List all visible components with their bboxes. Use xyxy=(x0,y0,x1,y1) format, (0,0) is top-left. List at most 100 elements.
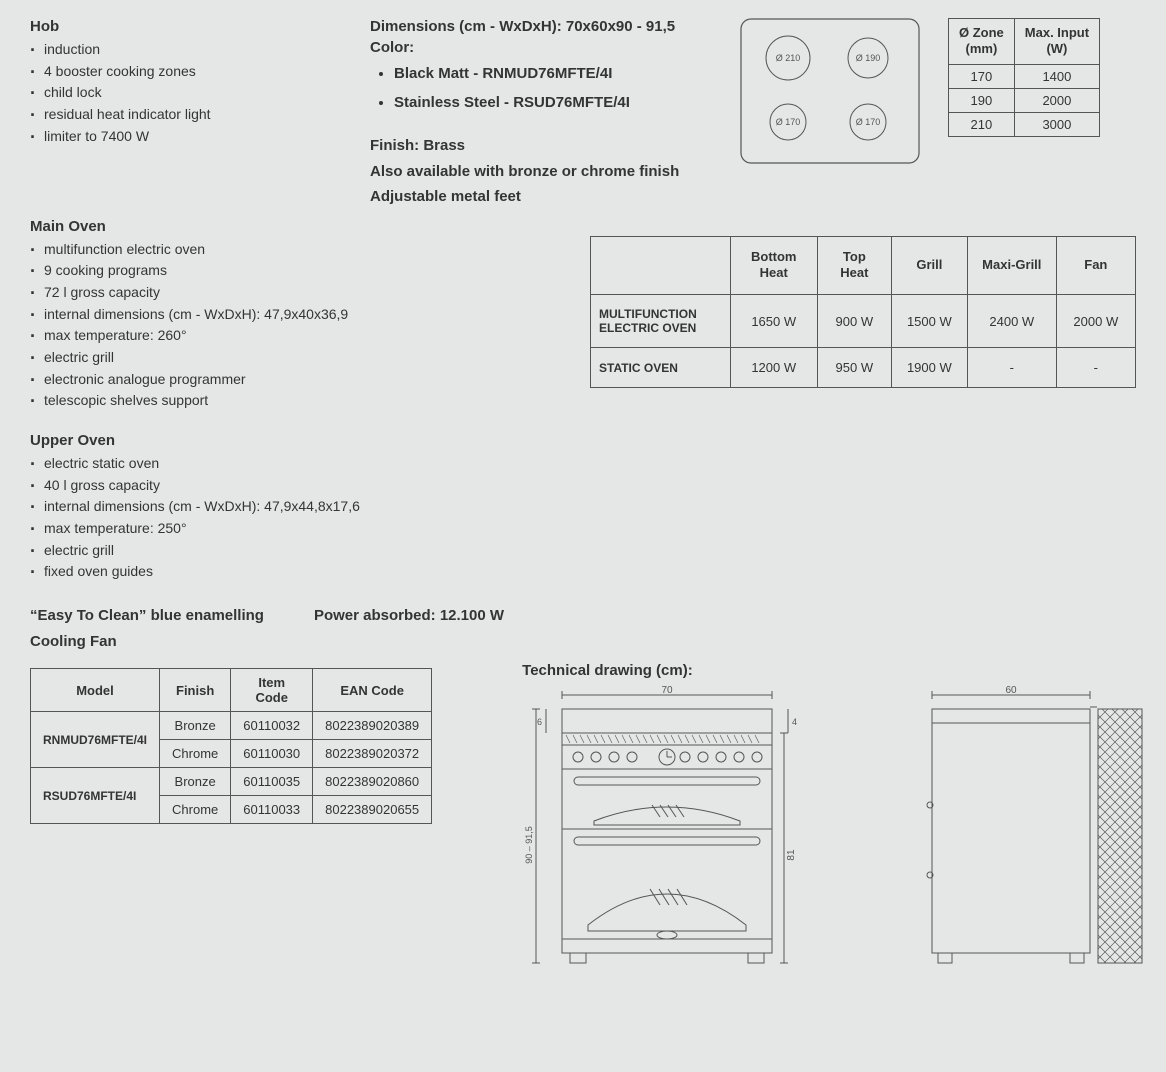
table-cell: 60110033 xyxy=(231,796,313,824)
list-item: electric grill xyxy=(30,347,370,369)
model-cell: RNMUD76MFTE/4I xyxy=(31,712,160,768)
table-cell: 8022389020372 xyxy=(313,740,432,768)
list-item: max temperature: 250° xyxy=(30,518,1136,540)
also-available-line: Also available with bronze or chrome fin… xyxy=(370,159,740,185)
list-item: induction xyxy=(30,39,370,61)
svg-text:Ø 210: Ø 210 xyxy=(776,53,801,63)
list-item: electric static oven xyxy=(30,453,1136,475)
table-cell: 8022389020389 xyxy=(313,712,432,740)
table-header: Item Code xyxy=(231,669,313,712)
front-drawing: 70 6 4 90 – 91,5 81 xyxy=(522,685,802,985)
easy-clean-row: “Easy To Clean” blue enamelling Power ab… xyxy=(30,603,1136,629)
drawings-wrap: 70 6 4 90 – 91,5 81 602 xyxy=(522,685,1152,985)
easy-clean-label: “Easy To Clean” blue enamelling xyxy=(30,603,264,629)
power-table: BottomHeatTopHeatGrillMaxi-GrillFan MULTI… xyxy=(590,236,1136,389)
svg-text:4: 4 xyxy=(792,717,797,727)
table-cell: 1900 W xyxy=(891,348,967,388)
list-item: electronic analogue programmer xyxy=(30,369,370,391)
table-cell: STATIC OVEN xyxy=(591,348,731,388)
table-cell: 8022389020860 xyxy=(313,768,432,796)
technical-drawing-label: Technical drawing (cm): xyxy=(522,662,1152,679)
table-header: Fan xyxy=(1056,236,1135,295)
color-label: Color: xyxy=(370,39,740,56)
table-cell: 2400 W xyxy=(967,295,1056,348)
table-header: EAN Code xyxy=(313,669,432,712)
upper-oven-title: Upper Oven xyxy=(30,432,1136,449)
cooling-fan-label: Cooling Fan xyxy=(30,629,1136,655)
list-item: residual heat indicator light xyxy=(30,104,370,126)
left-column: Hob induction4 booster cooking zoneschil… xyxy=(30,18,370,167)
table-cell: 1200 W xyxy=(730,348,817,388)
side-drawing: 602 xyxy=(922,685,1152,985)
table-header: Ø Zone(mm) xyxy=(949,19,1015,65)
main-oven-list: multifunction electric oven9 cooking pro… xyxy=(30,239,370,413)
list-item: max temperature: 260° xyxy=(30,325,370,347)
hob-list: induction4 booster cooking zoneschild lo… xyxy=(30,39,370,147)
power-table-wrap: BottomHeatTopHeatGrillMaxi-GrillFan MULTI… xyxy=(590,230,1136,389)
table-cell: 60110032 xyxy=(231,712,313,740)
svg-text:Ø 170: Ø 170 xyxy=(776,117,801,127)
table-cell: 170 xyxy=(949,64,1015,88)
table-cell: 1650 W xyxy=(730,295,817,348)
list-item: fixed oven guides xyxy=(30,561,1136,583)
hob-title: Hob xyxy=(30,18,370,35)
svg-text:Ø 170: Ø 170 xyxy=(856,117,881,127)
svg-text:90 – 91,5: 90 – 91,5 xyxy=(524,826,534,864)
svg-text:81: 81 xyxy=(786,849,797,861)
mid-column: Dimensions (cm - WxDxH): 70x60x90 - 91,5… xyxy=(370,18,740,210)
table-header: Maxi-Grill xyxy=(967,236,1056,295)
table-cell: MULTIFUNCTION ELECTRIC OVEN xyxy=(591,295,731,348)
list-item: 9 cooking programs xyxy=(30,260,370,282)
svg-text:60: 60 xyxy=(1006,685,1018,696)
table-cell: 1500 W xyxy=(891,295,967,348)
table-cell: 60110030 xyxy=(231,740,313,768)
table-cell: 2000 xyxy=(1014,88,1099,112)
table-cell: Bronze xyxy=(160,768,231,796)
list-item: electric grill xyxy=(30,540,1136,562)
svg-text:Ø 190: Ø 190 xyxy=(856,53,881,63)
list-item: child lock xyxy=(30,82,370,104)
table-cell: 2000 W xyxy=(1056,295,1135,348)
table-header: Max. Input(W) xyxy=(1014,19,1099,65)
list-item: internal dimensions (cm - WxDxH): 47,9x4… xyxy=(30,496,1136,518)
table-cell: Chrome xyxy=(160,740,231,768)
table-cell: 950 W xyxy=(817,348,891,388)
main-oven-title: Main Oven xyxy=(30,218,370,235)
table-cell: 8022389020655 xyxy=(313,796,432,824)
table-cell: 1400 xyxy=(1014,64,1099,88)
table-header: Model xyxy=(31,669,160,712)
dimensions-line: Dimensions (cm - WxDxH): 70x60x90 - 91,5 xyxy=(370,18,740,35)
mid-row: Main Oven multifunction electric oven9 c… xyxy=(30,218,1136,433)
list-item: 40 l gross capacity xyxy=(30,475,1136,497)
table-header: Grill xyxy=(891,236,967,295)
svg-text:6: 6 xyxy=(537,717,542,727)
color-list: Black Matt - RNMUD76MFTE/4IStainless Ste… xyxy=(370,60,740,117)
power-absorbed-label: Power absorbed: 12.100 W xyxy=(314,603,504,629)
table-cell: - xyxy=(967,348,1056,388)
codes-table: ModelFinishItem CodeEAN Code RNMUD76MFTE/… xyxy=(30,668,432,824)
finish-line: Finish: Brass xyxy=(370,133,740,159)
table-cell: 60110035 xyxy=(231,768,313,796)
list-item: limiter to 7400 W xyxy=(30,126,370,148)
upper-oven-block: Upper Oven electric static oven40 l gros… xyxy=(30,432,1136,583)
drawings-block: Technical drawing (cm): 70 6 4 90 – 91,5 81 … xyxy=(522,662,1152,985)
table-header xyxy=(591,236,731,295)
color-item: Black Matt - RNMUD76MFTE/4I xyxy=(394,60,740,89)
zone-table: Ø Zone(mm)Max. Input(W)17014001902000210… xyxy=(948,18,1100,137)
color-item: Stainless Steel - RSUD76MFTE/4I xyxy=(394,89,740,118)
svg-text:70: 70 xyxy=(662,685,674,696)
bottom-row: ModelFinishItem CodeEAN Code RNMUD76MFTE/… xyxy=(30,662,1136,985)
hob-diagram: Ø 210 Ø 190 Ø 170 Ø 170 xyxy=(740,18,920,164)
main-oven-block: Main Oven multifunction electric oven9 c… xyxy=(30,218,370,433)
table-header: Finish xyxy=(160,669,231,712)
table-cell: 210 xyxy=(949,112,1015,136)
table-header: TopHeat xyxy=(817,236,891,295)
model-cell: RSUD76MFTE/4I xyxy=(31,768,160,824)
table-cell: 3000 xyxy=(1014,112,1099,136)
table-cell: 900 W xyxy=(817,295,891,348)
list-item: 4 booster cooking zones xyxy=(30,61,370,83)
table-cell: Bronze xyxy=(160,712,231,740)
list-item: internal dimensions (cm - WxDxH): 47,9x4… xyxy=(30,304,370,326)
table-header: BottomHeat xyxy=(730,236,817,295)
right-column: Ø 210 Ø 190 Ø 170 Ø 170 Ø Zone(mm)Max. Inpu… xyxy=(740,18,1136,164)
